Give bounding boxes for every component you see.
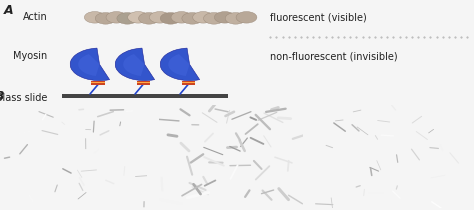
Text: fluorescent (visible): fluorescent (visible) xyxy=(270,12,367,22)
Circle shape xyxy=(106,12,127,23)
Circle shape xyxy=(203,13,224,24)
Text: A: A xyxy=(4,4,13,17)
Bar xyxy=(91,82,105,83)
Circle shape xyxy=(236,12,257,23)
Text: B: B xyxy=(0,90,5,103)
Text: Myosin: Myosin xyxy=(13,51,47,62)
Bar xyxy=(137,81,150,84)
Wedge shape xyxy=(168,54,190,76)
Circle shape xyxy=(84,12,105,23)
Circle shape xyxy=(214,12,235,23)
Circle shape xyxy=(182,13,203,24)
Text: Glass slide: Glass slide xyxy=(0,93,47,103)
Circle shape xyxy=(160,13,181,24)
Circle shape xyxy=(171,12,192,23)
Bar xyxy=(62,94,228,98)
Text: non-fluorescent (invisible): non-fluorescent (invisible) xyxy=(270,51,398,62)
Text: Actin: Actin xyxy=(23,12,47,22)
Wedge shape xyxy=(115,48,155,81)
Wedge shape xyxy=(160,48,200,81)
Circle shape xyxy=(149,12,170,23)
Bar xyxy=(91,81,105,84)
Bar xyxy=(137,82,150,83)
Wedge shape xyxy=(70,48,109,81)
Bar xyxy=(182,81,195,84)
Circle shape xyxy=(193,12,214,23)
Circle shape xyxy=(138,13,159,24)
Circle shape xyxy=(128,12,148,23)
Circle shape xyxy=(225,13,246,24)
Bar xyxy=(182,82,195,83)
Circle shape xyxy=(95,13,116,24)
Circle shape xyxy=(117,13,138,24)
Wedge shape xyxy=(78,54,100,76)
Wedge shape xyxy=(123,54,145,76)
